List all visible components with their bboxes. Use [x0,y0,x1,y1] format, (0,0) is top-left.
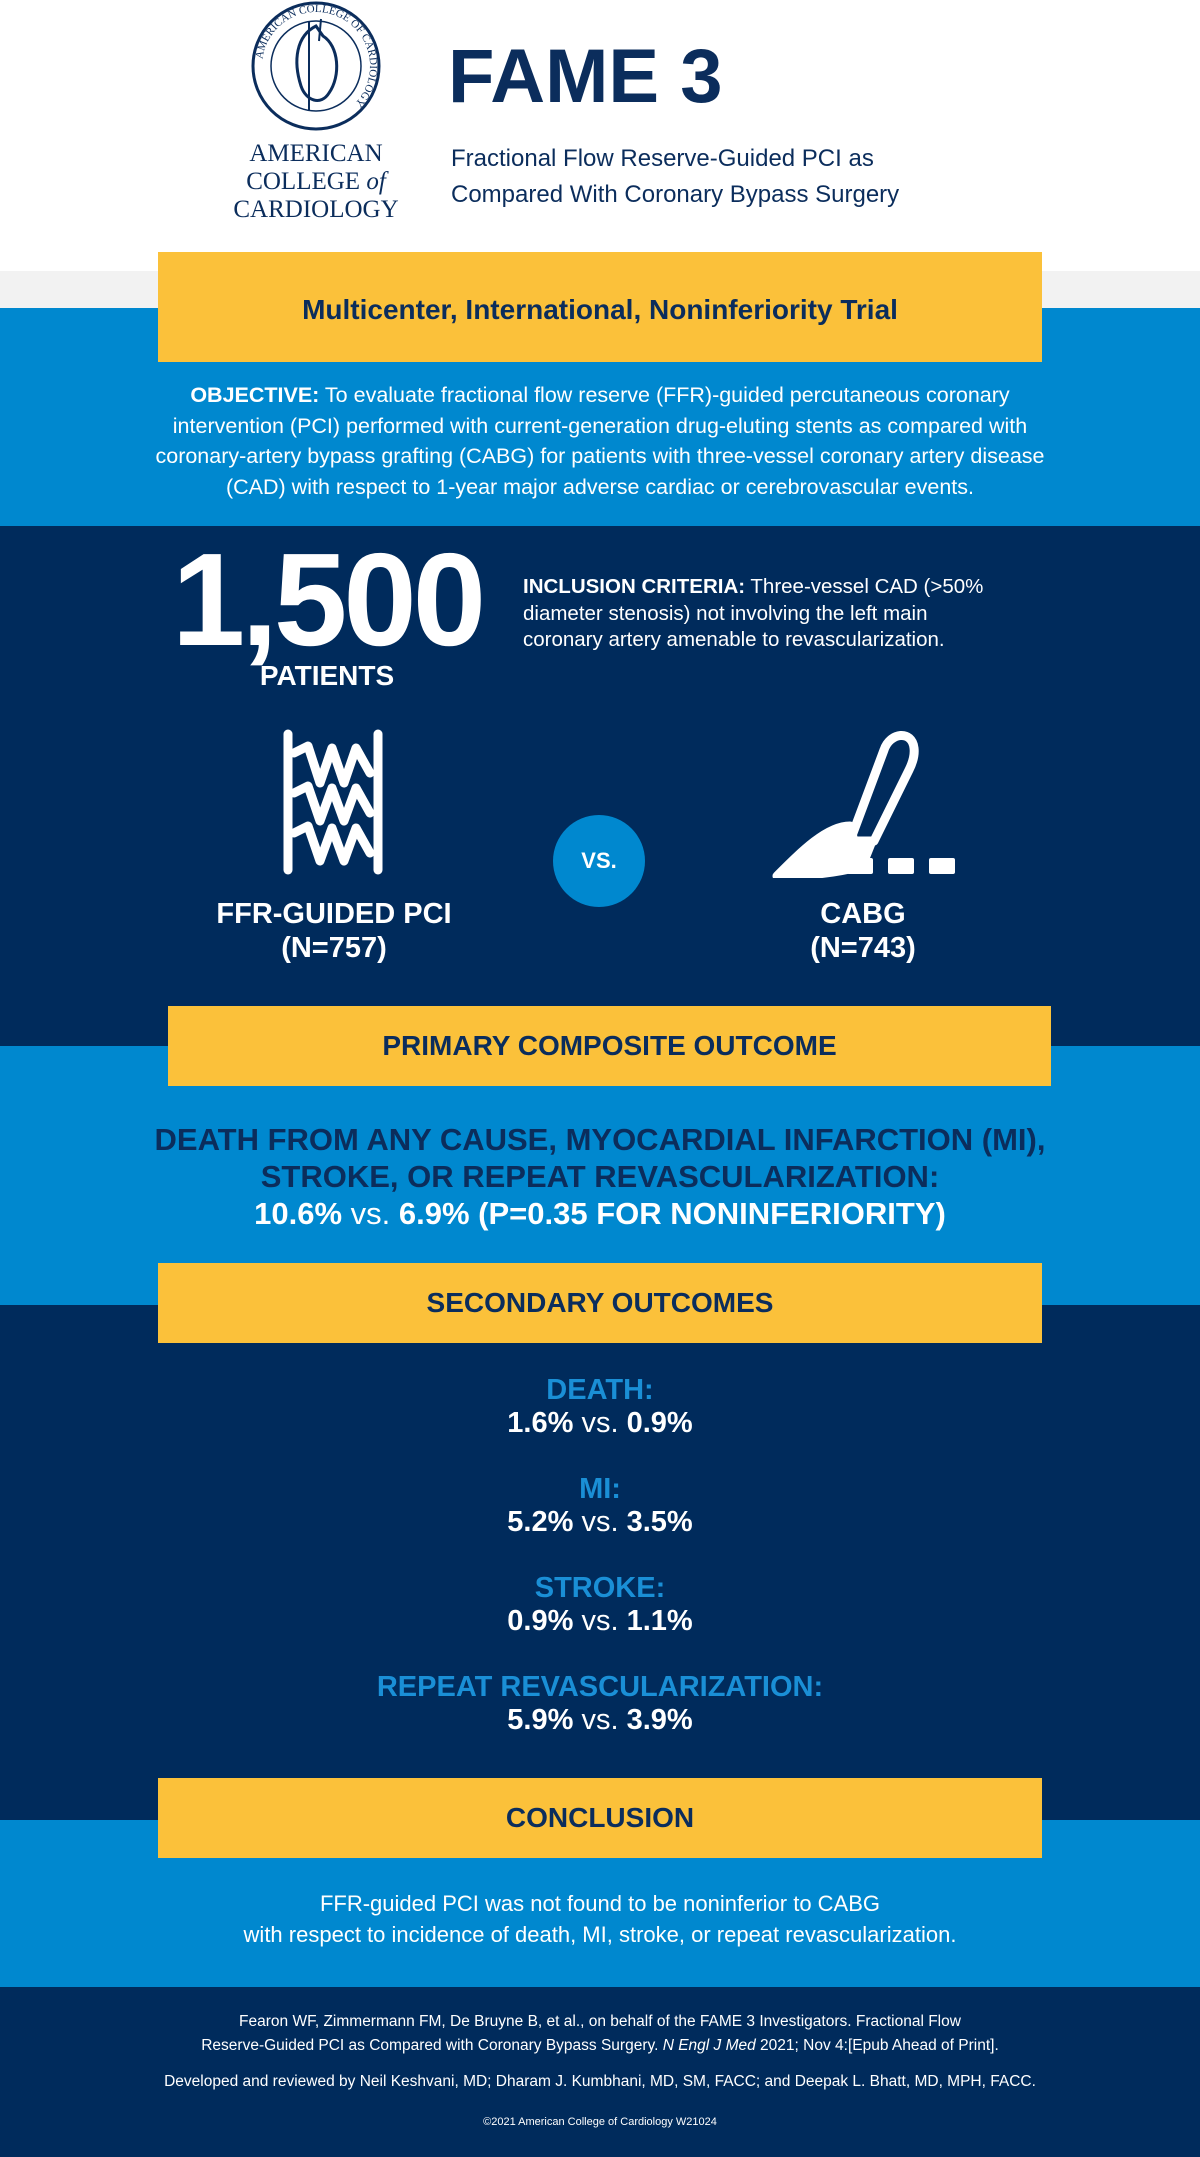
scalpel-icon [772,731,955,878]
trial-type-banner: Multicenter, International, Noninferiori… [158,252,1042,362]
arm-cabg: CABG (N=743) [810,898,916,964]
inclusion-criteria: INCLUSION CRITERIA: Three-vessel CAD (>5… [523,575,984,651]
footer [0,1987,1200,2157]
acc-seal-logo: AMERICAN COLLEGE OF CARDIOLOGY [251,1,381,131]
arm-ffr-pci: FFR-GUIDED PCI (N=757) [216,898,452,964]
secondary-stroke: STROKE: 0.9% vs. 1.1% [507,1572,693,1637]
copyright: ©2021 American College of Cardiology W21… [483,2116,717,2128]
secondary-mi: MI: 5.2% vs. 3.5% [507,1473,693,1538]
conclusion-heading: CONCLUSION [158,1778,1042,1858]
page-subtitle: Fractional Flow Reserve-Guided PCI as Com… [451,145,900,208]
citation: Fearon WF, Zimmermann FM, De Bruyne B, e… [201,2013,999,2054]
primary-outcome-heading: PRIMARY COMPOSITE OUTCOME [168,1006,1051,1086]
secondary-death: DEATH: 1.6% vs. 0.9% [507,1374,693,1439]
patients-label: PATIENTS [259,660,395,691]
patient-count: 1,500 [171,526,486,673]
conclusion-text: FFR-guided PCI was not found to be nonin… [243,1891,957,1947]
population-section [0,526,1200,1046]
secondary-section [0,1305,1200,1820]
developed-by: Developed and reviewed by Neil Keshvani,… [164,2073,1036,2090]
primary-outcome-text: DEATH FROM ANY CAUSE, MYOCARDIAL INFARCT… [154,1122,1046,1231]
acc-wordmark: AMERICAN COLLEGE of CARDIOLOGY [233,140,399,223]
secondary-outcomes-heading: SECONDARY OUTCOMES [158,1263,1042,1343]
objective-text: OBJECTIVE: To evaluate fractional flow r… [155,383,1045,499]
stent-icon [283,729,383,875]
page-title: FAME 3 [448,34,723,119]
vs-badge: VS. [553,815,645,907]
primary-section [0,1046,1200,1305]
secondary-repeat-revascularization: REPEAT REVASCULARIZATION: 5.9% vs. 3.9% [376,1671,824,1736]
